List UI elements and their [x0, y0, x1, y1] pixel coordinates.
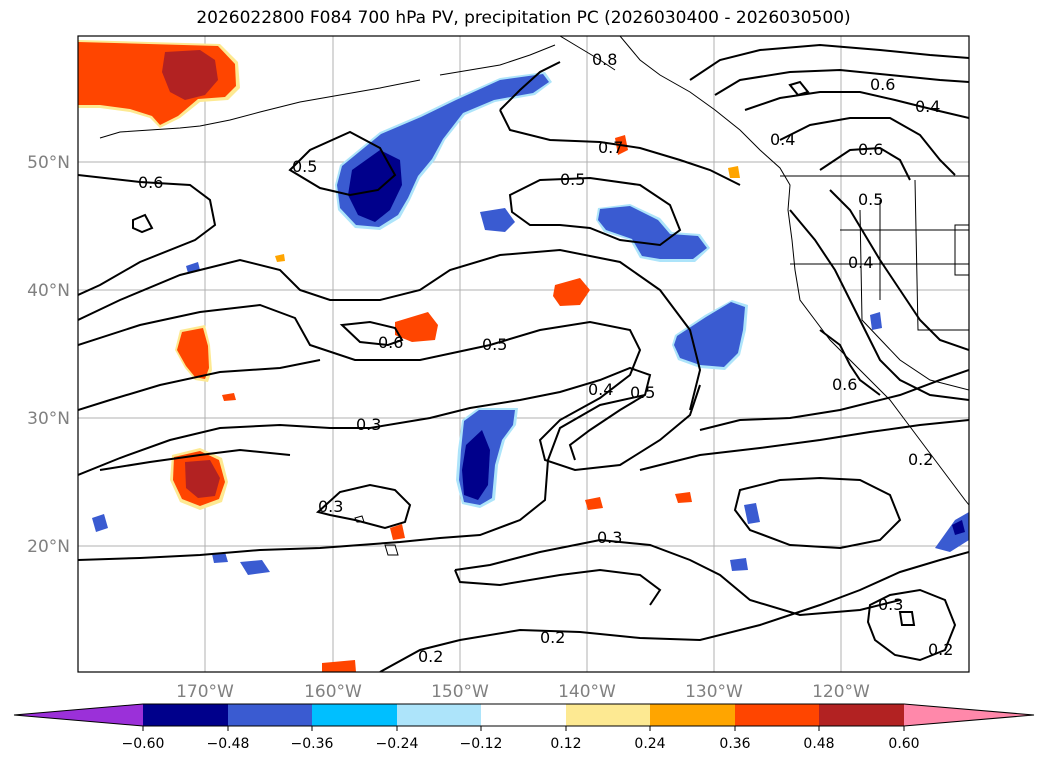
lon-label-120w: 120°W	[812, 682, 870, 702]
contour-label: 0.6	[378, 333, 403, 352]
contour-label: 0.2	[928, 640, 953, 659]
contour-label: 0.5	[858, 190, 883, 209]
lon-label-160w: 160°W	[304, 682, 362, 702]
contour-labels: 0.8 0.6 0.4 0.7 0.5 0.6 0.4 0.5 0.6 0.5 …	[138, 50, 953, 666]
colorbar-segment	[904, 704, 1034, 726]
colorbar-segment	[735, 704, 819, 726]
contour-label: 0.7	[598, 138, 623, 157]
pv-contours	[78, 43, 969, 672]
contour-label: 0.3	[318, 497, 343, 516]
colorbar-tick-label: −0.36	[291, 736, 334, 752]
lat-label-30n: 30°N	[27, 409, 70, 429]
contour-label: 0.3	[356, 415, 381, 434]
contour-label: 0.4	[588, 380, 613, 399]
lon-label-130w: 130°W	[685, 682, 743, 702]
contour-label: 0.5	[560, 170, 585, 189]
contour-label: 0.6	[858, 140, 883, 159]
colorbar-tick-label: −0.12	[460, 736, 503, 752]
contour-label: 0.5	[482, 335, 507, 354]
colorbar-segment	[566, 704, 650, 726]
lon-label-170w: 170°W	[176, 682, 234, 702]
longitude-labels: 170°W 160°W 150°W 140°W 130°W 120°W	[176, 682, 870, 702]
coastlines	[99, 36, 969, 556]
colorbar-tick-label: 0.12	[550, 736, 581, 752]
colorbar: −0.60 −0.48 −0.36 −0.24 −0.12 0.12 0.24 0.36 0.4…	[13, 703, 1035, 752]
lon-label-140w: 140°W	[558, 682, 616, 702]
colorbar-segment	[650, 704, 735, 726]
contour-label: 0.2	[540, 628, 565, 647]
colorbar-tick-label: −0.60	[122, 736, 165, 752]
contour-label: 0.4	[848, 253, 873, 272]
colorbar-segment	[312, 704, 397, 726]
colorbar-tick-label: 0.36	[719, 736, 750, 752]
positive-anomaly-regions	[78, 40, 740, 672]
colorbar-tick-label: −0.24	[376, 736, 419, 752]
contour-label: 0.8	[592, 50, 617, 69]
colorbar-tick-label: 0.48	[803, 736, 834, 752]
contour-label: 0.5	[292, 157, 317, 176]
colorbar-segment	[397, 704, 481, 726]
negative-anomaly-regions	[92, 72, 969, 575]
contour-label: 0.6	[138, 173, 163, 192]
colorbar-tick-label: 0.60	[888, 736, 919, 752]
contour-label: 0.3	[597, 528, 622, 547]
lat-label-20n: 20°N	[27, 537, 70, 557]
contour-label: 0.4	[915, 97, 940, 116]
map-frame	[77, 35, 970, 673]
contour-label: 0.5	[630, 383, 655, 402]
colorbar-segment	[819, 704, 904, 726]
contour-label: 0.3	[878, 595, 903, 614]
contour-label: 0.6	[870, 75, 895, 94]
colorbar-segment	[14, 704, 143, 726]
lon-label-150w: 150°W	[431, 682, 489, 702]
contour-label: 0.2	[908, 450, 933, 469]
colorbar-segment	[481, 704, 566, 726]
colorbar-tick-label: 0.24	[634, 736, 665, 752]
lat-label-50n: 50°N	[27, 153, 70, 173]
latitude-labels: 50°N 40°N 30°N 20°N	[27, 153, 70, 557]
contour-label: 0.2	[418, 647, 443, 666]
map-background	[78, 36, 969, 672]
colorbar-segment	[143, 704, 228, 726]
contour-label: 0.6	[832, 375, 857, 394]
lat-label-40n: 40°N	[27, 281, 70, 301]
map-title: 2026022800 F084 700 hPa PV, precipitatio…	[196, 8, 851, 28]
colorbar-segment	[228, 704, 312, 726]
contour-label: 0.4	[770, 130, 795, 149]
colorbar-tick-label: −0.48	[207, 736, 250, 752]
